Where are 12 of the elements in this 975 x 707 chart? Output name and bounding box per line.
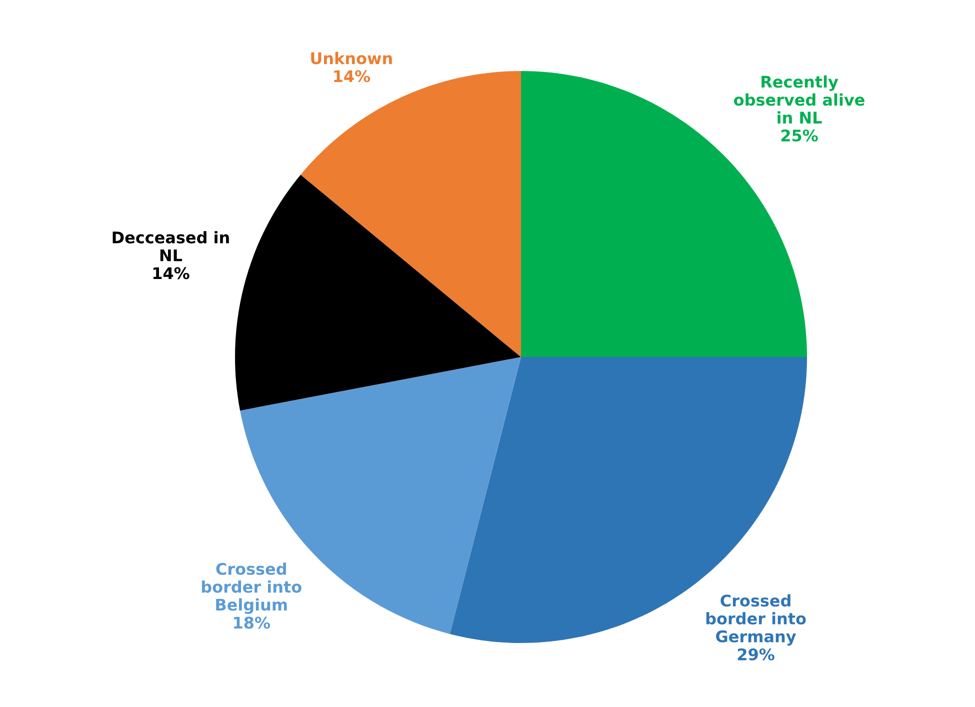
data-label: 14% — [153, 267, 190, 280]
pie-slice — [300, 71, 521, 357]
slice-label: Crossed border into Germany — [706, 594, 806, 646]
slice-label: Unknown — [311, 52, 392, 64]
data-label: 29% — [738, 648, 774, 660]
data-label: 14% — [334, 70, 370, 82]
slice-label: Decceased in NL — [112, 231, 229, 262]
slice-label: Recently observed alive in NL — [734, 75, 864, 124]
pie-slice — [235, 174, 521, 411]
data-label: 25% — [781, 129, 818, 142]
data-label: 18% — [234, 616, 270, 629]
slice-label: Crossed border into Belgium — [202, 562, 302, 614]
